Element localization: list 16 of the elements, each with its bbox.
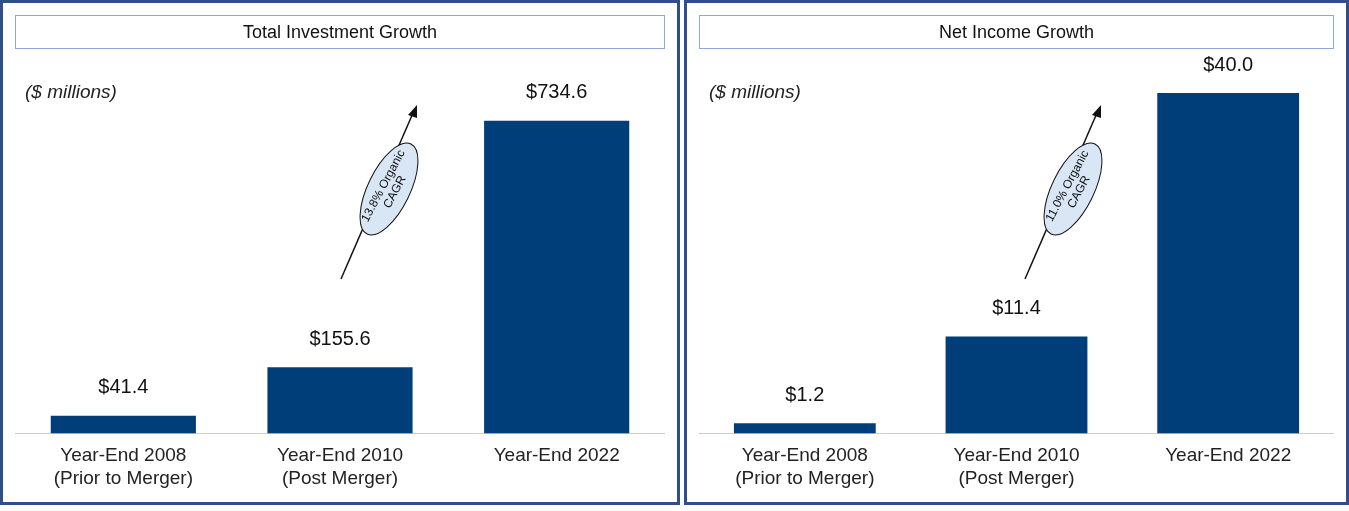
x-tick-label: Year-End 2010 (Post Merger): [953, 444, 1080, 488]
x-tick-label: Year-End 2022: [1165, 444, 1292, 466]
x-tick-label: Year-End 2008 (Prior to Merger): [735, 444, 875, 488]
chart-title: Net Income Growth: [699, 15, 1334, 49]
data-label: $11.4: [992, 295, 1041, 318]
chart-title: Total Investment Growth: [15, 15, 665, 49]
x-tick-label: Year-End 2008 (Prior to Merger): [53, 444, 194, 488]
data-label: $40.0: [1203, 52, 1254, 75]
annotation: ($ millions): [709, 81, 801, 103]
data-label: $41.4: [98, 375, 149, 398]
data-label: $1.2: [785, 382, 825, 405]
text: ($ millions): [25, 81, 117, 103]
data-label: $734.6: [526, 80, 588, 103]
x-tick-label: Year-End 2022: [493, 444, 620, 466]
data-label: $155.6: [309, 326, 371, 349]
x-tick-label: Year-End 2010 (Post Merger): [276, 444, 404, 488]
